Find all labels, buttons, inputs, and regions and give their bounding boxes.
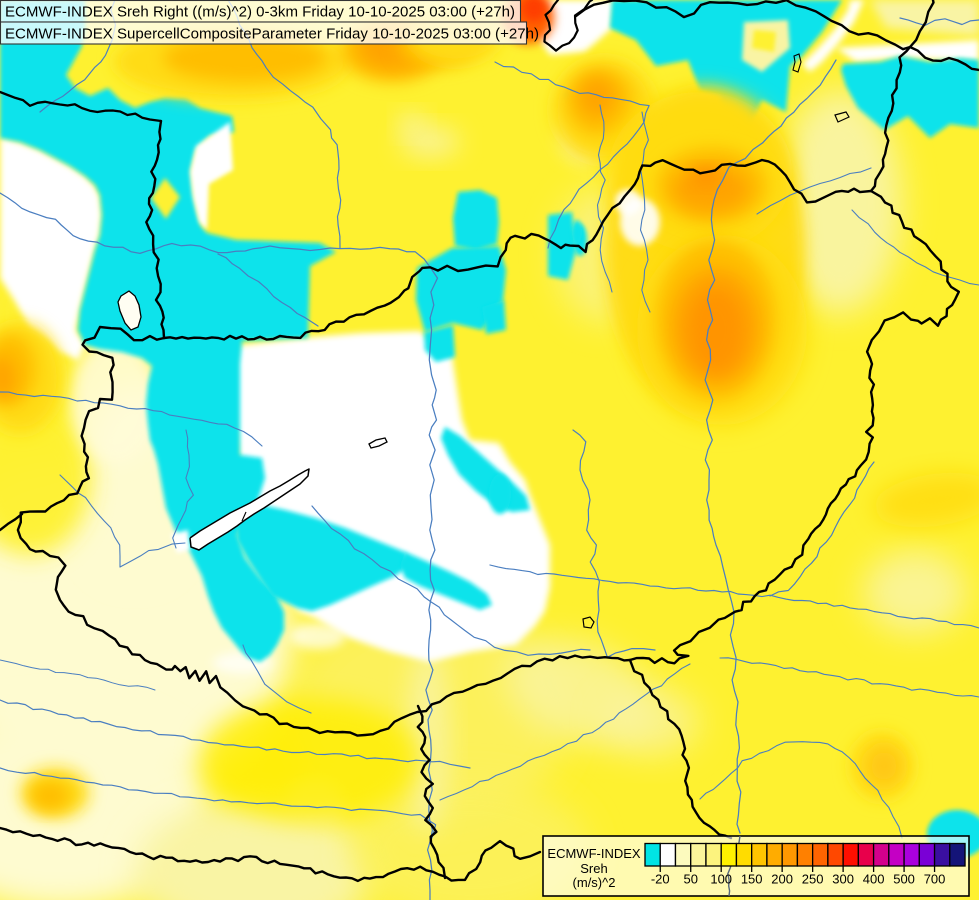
- svg-text:700: 700: [924, 872, 946, 887]
- svg-text:200: 200: [771, 872, 793, 887]
- svg-text:(m/s)^2: (m/s)^2: [573, 875, 616, 890]
- svg-text:500: 500: [893, 872, 915, 887]
- svg-text:-20: -20: [651, 872, 670, 887]
- svg-text:400: 400: [863, 872, 885, 887]
- svg-text:ECMWF-INDEX: ECMWF-INDEX: [547, 846, 640, 861]
- svg-text:150: 150: [741, 872, 763, 887]
- svg-text:50: 50: [683, 872, 697, 887]
- svg-text:250: 250: [802, 872, 824, 887]
- svg-text:100: 100: [710, 872, 732, 887]
- svg-text:Sreh: Sreh: [580, 861, 607, 876]
- svg-text:ECMWF-INDEX SupercellComposite: ECMWF-INDEX SupercellCompositeParameter …: [5, 26, 539, 43]
- svg-text:ECMWF-INDEX Sreh Right ((m/s)^: ECMWF-INDEX Sreh Right ((m/s)^2) 0-3km F…: [5, 4, 515, 21]
- svg-text:300: 300: [832, 872, 854, 887]
